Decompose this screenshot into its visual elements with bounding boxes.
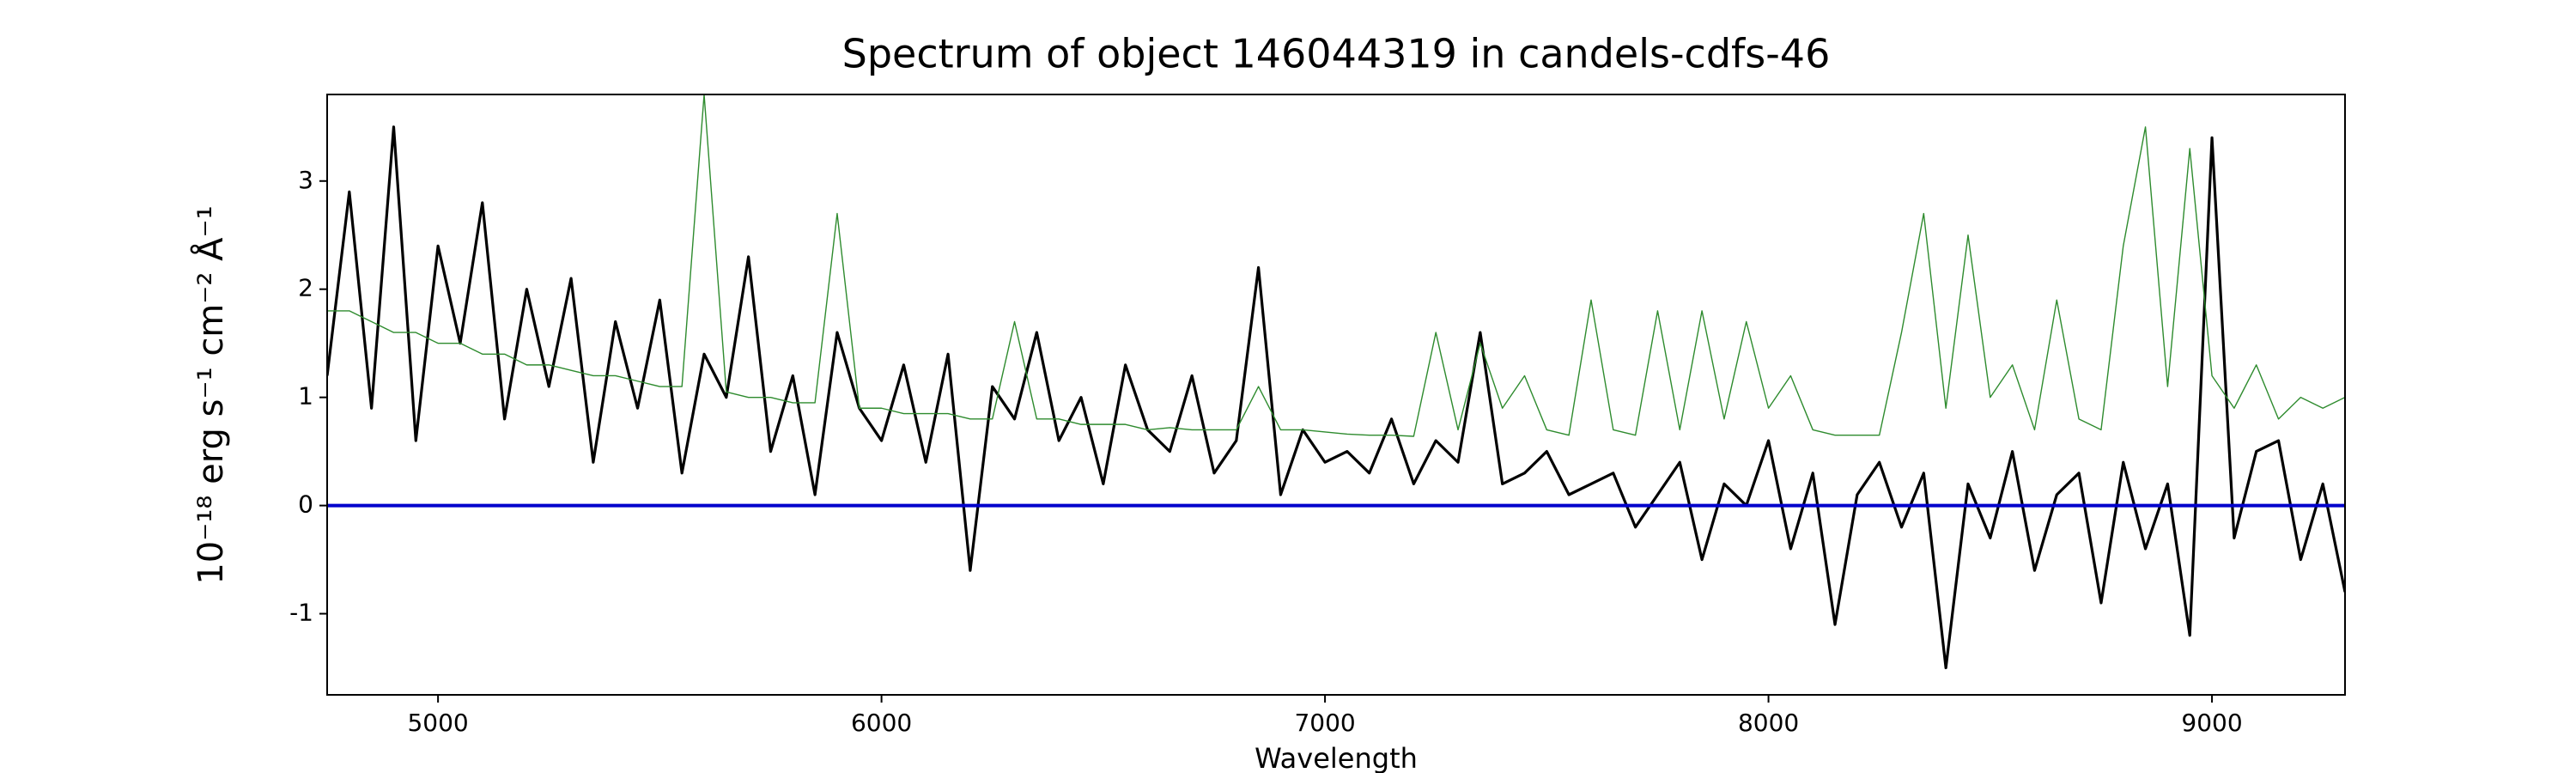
y-axis-label: 10⁻¹⁸ erg s⁻¹ cm⁻² Å⁻¹	[190, 205, 231, 584]
x-axis-label: Wavelength	[1255, 742, 1418, 773]
x-tick-label: 7000	[1294, 709, 1355, 737]
x-tick-label: 6000	[851, 709, 912, 737]
y-tick-label: -1	[289, 599, 313, 627]
spectrum-line	[327, 94, 2345, 437]
chart-title: Spectrum of object 146044319 in candels-…	[842, 31, 1831, 77]
plot-frame	[326, 94, 2346, 696]
y-tick-label: 0	[298, 490, 313, 519]
x-tick-label: 5000	[407, 709, 468, 737]
y-tick-label: 1	[298, 382, 313, 411]
y-tick-label: 2	[298, 274, 313, 302]
y-tick-label: 3	[298, 166, 313, 194]
x-tick-label: 8000	[1738, 709, 1799, 737]
x-tick-label: 9000	[2181, 709, 2242, 737]
spectrum-line	[327, 125, 2345, 670]
